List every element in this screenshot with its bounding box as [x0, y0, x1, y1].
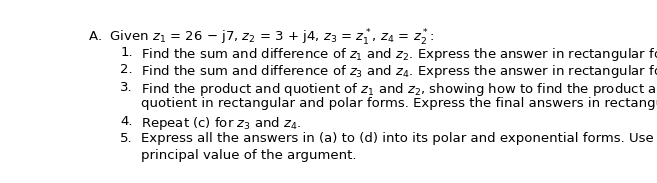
Text: 3.: 3.: [120, 81, 133, 94]
Text: quotient in rectangular and polar forms. Express the final answers in rectangula: quotient in rectangular and polar forms.…: [141, 97, 657, 110]
Text: 2.: 2.: [120, 63, 133, 76]
Text: Find the sum and difference of $z_1$ and $z_2$. Express the answer in rectangula: Find the sum and difference of $z_1$ and…: [141, 46, 657, 63]
Text: 1.: 1.: [120, 46, 133, 59]
Text: 4.: 4.: [120, 115, 133, 128]
Text: Express all the answers in (a) to (d) into its polar and exponential forms. Use : Express all the answers in (a) to (d) in…: [141, 132, 657, 145]
Text: Find the product and quotient of $z_1$ and $z_2$, showing how to find the produc: Find the product and quotient of $z_1$ a…: [141, 81, 657, 98]
Text: Find the sum and difference of $z_3$ and $z_4$. Express the answer in rectangula: Find the sum and difference of $z_3$ and…: [141, 63, 657, 80]
Text: A.  Given $z_1$ = 26 $-$ j7, $z_2$ = 3 + j4, $z_3$ = $z_1^*$, $z_4$ = $z_2^*$:: A. Given $z_1$ = 26 $-$ j7, $z_2$ = 3 + …: [88, 28, 434, 48]
Text: Repeat (c) for $z_3$ and $z_4$.: Repeat (c) for $z_3$ and $z_4$.: [141, 115, 301, 132]
Text: 5.: 5.: [120, 132, 133, 145]
Text: principal value of the argument.: principal value of the argument.: [141, 149, 356, 162]
